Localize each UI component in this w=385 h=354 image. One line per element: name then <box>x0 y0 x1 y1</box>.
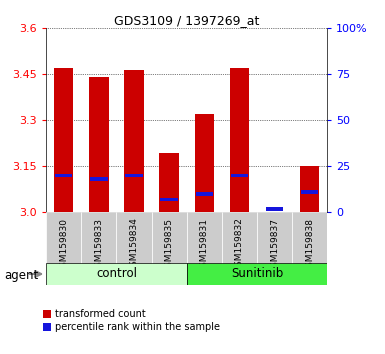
Bar <box>90 177 107 181</box>
Bar <box>46 263 187 285</box>
Bar <box>222 212 257 264</box>
Text: GSM159831: GSM159831 <box>200 217 209 273</box>
Text: GSM159833: GSM159833 <box>94 217 104 273</box>
Bar <box>195 114 214 212</box>
Text: Sunitinib: Sunitinib <box>231 268 283 280</box>
Legend: transformed count, percentile rank within the sample: transformed count, percentile rank withi… <box>44 309 220 332</box>
Bar <box>266 207 283 211</box>
Bar <box>300 166 319 212</box>
Bar <box>301 190 318 194</box>
Bar <box>46 212 81 264</box>
Bar <box>89 78 109 212</box>
Bar <box>54 68 74 212</box>
Bar <box>292 212 327 264</box>
Text: GSM159837: GSM159837 <box>270 217 279 273</box>
Bar <box>126 174 143 177</box>
Bar <box>124 70 144 212</box>
Bar <box>231 174 248 177</box>
Bar <box>81 212 116 264</box>
Bar <box>257 212 292 264</box>
Text: GSM159835: GSM159835 <box>165 217 174 273</box>
Bar <box>116 212 152 264</box>
Text: control: control <box>96 268 137 280</box>
Bar <box>152 212 187 264</box>
Bar <box>230 68 249 212</box>
Bar <box>187 263 327 285</box>
Text: GSM159830: GSM159830 <box>59 217 68 273</box>
Text: agent: agent <box>4 269 38 282</box>
Bar <box>55 174 72 177</box>
Bar <box>196 192 213 196</box>
Bar <box>159 153 179 212</box>
Title: GDS3109 / 1397269_at: GDS3109 / 1397269_at <box>114 14 259 27</box>
Text: GSM159838: GSM159838 <box>305 217 314 273</box>
Bar <box>187 212 222 264</box>
Text: GSM159832: GSM159832 <box>235 217 244 273</box>
Text: GSM159834: GSM159834 <box>129 217 139 273</box>
Bar <box>161 198 178 201</box>
